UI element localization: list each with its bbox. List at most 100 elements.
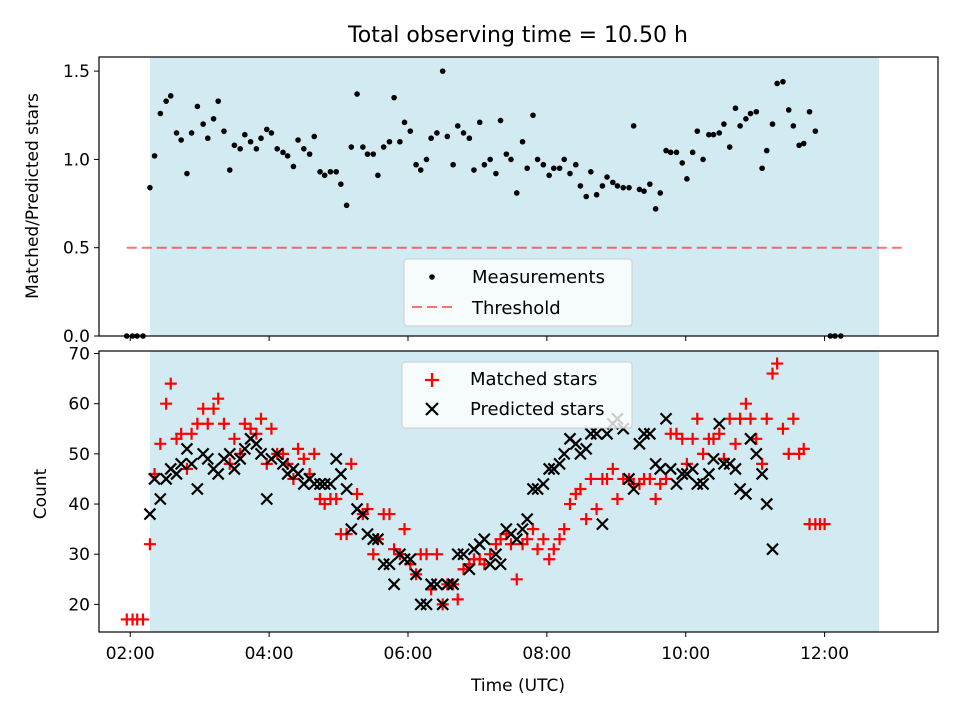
measurement-point [684, 176, 690, 182]
matched-star-point [191, 417, 204, 430]
matched-star-point [185, 427, 198, 440]
matched-star-point [697, 447, 710, 460]
x-tick-label: 08:00 [522, 644, 571, 664]
predicted-star-point [191, 482, 204, 496]
measurement-point [264, 126, 270, 133]
predicted-star-point [420, 598, 433, 611]
predicted-star-point [760, 497, 774, 511]
predicted-star-point [707, 452, 720, 466]
predicted-star-point [463, 562, 476, 576]
predicted-star-point [510, 532, 524, 546]
measurement-point [652, 206, 659, 212]
matched-star-point [558, 523, 571, 536]
predicted-star-point [600, 427, 614, 441]
predicted-star-point [366, 532, 380, 546]
x-tick-label: 12:00 [800, 644, 849, 664]
measurement-point [572, 161, 579, 168]
matched-star-point [771, 357, 784, 370]
measurement-point [333, 168, 340, 175]
predicted-star-point [254, 447, 268, 461]
measurement-point [546, 172, 552, 179]
predicted-star-point [542, 462, 556, 476]
predicted-star-point [291, 467, 305, 481]
measurement-point [524, 165, 530, 172]
matched-star-point [580, 513, 593, 526]
measurement-point [550, 165, 557, 172]
measurement-point [694, 128, 701, 134]
predicted-star-point [174, 457, 188, 471]
predicted-star-point [276, 457, 290, 471]
matched-star-point [367, 548, 380, 561]
predicted-star-point [489, 547, 503, 561]
predicted-star-point [345, 522, 358, 536]
matched-star-point [292, 442, 305, 455]
predicted-star-point [553, 457, 566, 471]
ratio-y-tick-label: 1.0 [63, 150, 90, 170]
predicted-star-point [250, 437, 263, 451]
legend-threshold-label: Threshold [471, 298, 561, 319]
measurement-point [534, 156, 541, 163]
matched-star-point [351, 488, 364, 501]
predicted-star-point [148, 472, 161, 486]
count-panel: 20 30 40 50 60 70 02:00 04:00 06:00 08:00 10:00 12… [31, 345, 939, 696]
measurement-point [716, 130, 723, 136]
matched-star-point [164, 377, 177, 390]
measurement-point [540, 161, 547, 168]
measurement-point [663, 147, 669, 154]
predicted-star-point [590, 427, 603, 441]
matched-star-point [420, 548, 433, 561]
predicted-star-point [436, 598, 449, 611]
predicted-star-point [159, 472, 173, 486]
predicted-star-point [627, 482, 640, 496]
x-axis-label: Time (UTC) [470, 676, 565, 696]
ratio-y-tick-label: 1.5 [63, 62, 90, 82]
predicted-star-point [340, 482, 353, 496]
matched-star-point [686, 432, 699, 445]
measurement-point [301, 146, 307, 152]
predicted-star-point [430, 578, 444, 591]
ratio-legend: Measurements Threshold [403, 258, 633, 327]
count-x-ticks: 02:00 04:00 06:00 08:00 10:00 12:00 [106, 632, 849, 664]
measurement-point [620, 184, 627, 191]
measurement-point [380, 144, 387, 150]
measurement-point [689, 149, 696, 156]
measurement-point [497, 117, 504, 124]
ratio-x-ticks [129, 336, 826, 341]
predicted-star-point [409, 568, 423, 581]
measurement-point [215, 98, 221, 104]
measurement-point [450, 161, 456, 168]
matched-star-point [430, 548, 443, 561]
legend-predicted-label: Predicted stars [470, 399, 604, 420]
matched-star-point [160, 397, 173, 410]
predicted-star-point [569, 437, 583, 451]
matched-star-point [676, 432, 689, 445]
measurement-point [428, 135, 434, 142]
predicted-star-point [478, 532, 491, 546]
matched-star-point [760, 412, 773, 425]
predicted-star-point [526, 482, 540, 496]
matched-star-point [584, 472, 597, 485]
predicted-star-point [270, 447, 284, 461]
measurement-point [204, 135, 211, 142]
predicted-star-point [211, 467, 225, 481]
measurement-point [679, 160, 686, 166]
matched-star-point [255, 412, 268, 425]
matched-star-point [154, 437, 167, 450]
measurement-point [157, 110, 164, 117]
matched-star-point [265, 422, 278, 435]
predicted-star-point [675, 467, 689, 481]
count-y-tick-label: 30 [68, 545, 90, 565]
legend-measurements-marker [429, 274, 435, 280]
measurement-point [641, 188, 647, 195]
measurement-point [732, 105, 739, 112]
matched-star-point [484, 548, 497, 561]
measurement-point [397, 138, 403, 145]
measurement-point [284, 153, 291, 159]
measurement-point [780, 78, 786, 85]
matched-star-point [277, 447, 290, 460]
measurement-point [268, 130, 275, 136]
measurement-point [530, 112, 536, 119]
matched-star-point [308, 447, 321, 460]
ratio-y-tick-label: 0.5 [63, 239, 90, 259]
ratio-legend-box [403, 258, 633, 327]
